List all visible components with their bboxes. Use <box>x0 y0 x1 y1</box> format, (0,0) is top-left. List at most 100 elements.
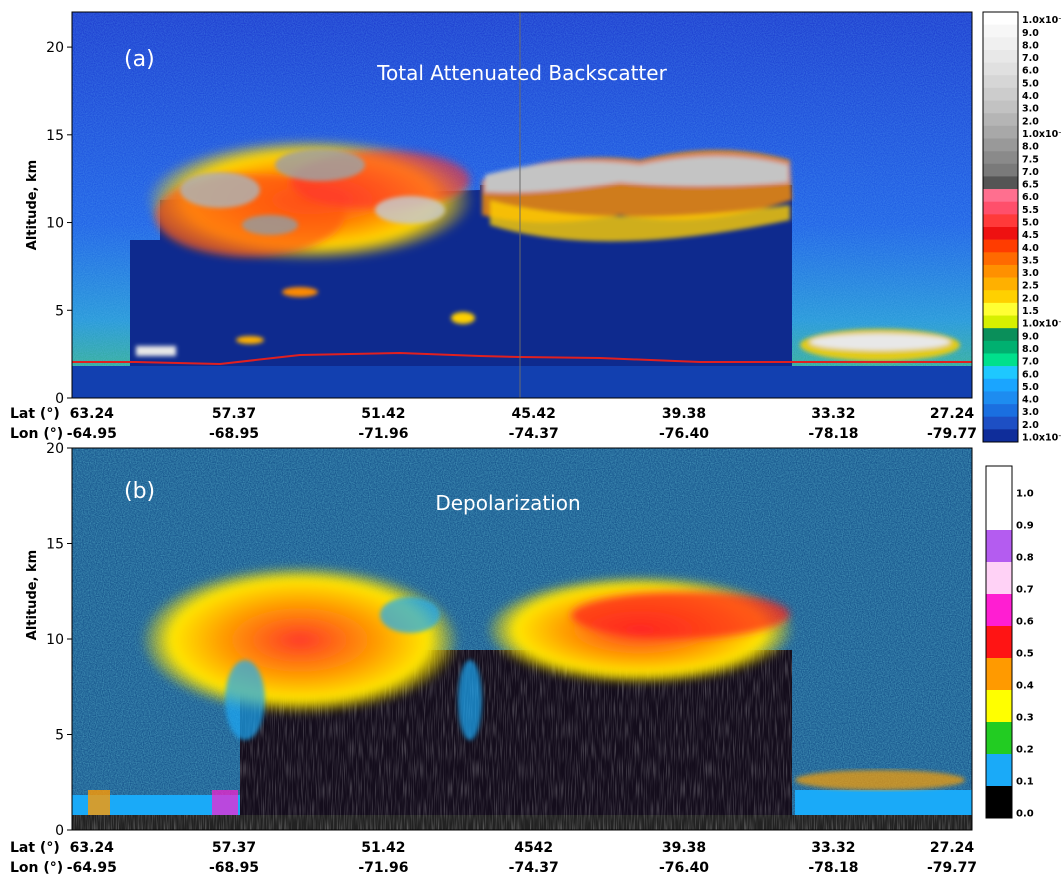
colorbar-label: 2.0 <box>1022 293 1039 304</box>
x-tick-label-lat: 27.24 <box>930 406 975 422</box>
colorbar-frame <box>985 465 1013 819</box>
panel-a-label: (a) <box>124 47 155 72</box>
colorbar-swatch <box>983 239 1018 253</box>
panel-b-colorbar: 1.0 0.9 0.8 0.7 0.6 0.5 0.4 0.3 0.2 0.1 0.0 <box>985 465 1034 820</box>
colorbar-label: 7.5 <box>1022 154 1039 165</box>
x-tick-label-lat: 63.24 <box>70 406 115 422</box>
panel-a-colorbar: 1.0x10⁻¹9.08.07.06.05.04.03.02.01.0x10⁻²… <box>982 11 1061 444</box>
colorbar-swatch <box>983 353 1018 367</box>
y-tick-label: 0 <box>55 391 64 407</box>
colorbar-swatch <box>983 277 1018 291</box>
colorbar-swatch <box>983 24 1018 38</box>
colorbar-label: 0.9 <box>1016 521 1034 532</box>
colorbar-label: 7.0 <box>1022 53 1039 64</box>
colorbar-label: 6.0 <box>1022 66 1039 77</box>
colorbar-label: 1.5 <box>1022 306 1039 317</box>
colorbar-swatch <box>986 626 1012 659</box>
y-tick-label: 5 <box>55 728 64 744</box>
colorbar-label: 9.0 <box>1022 331 1039 342</box>
colorbar-label: 2.0 <box>1022 420 1039 431</box>
colorbar-swatch <box>983 49 1018 63</box>
x-tick-label-lon: -68.95 <box>209 860 259 876</box>
colorbar-label: 3.0 <box>1022 268 1039 279</box>
panel-a-title: Total Attenuated Backscatter <box>376 61 667 85</box>
surface-line <box>72 351 972 366</box>
colorbar-label: 1.0x10⁻³ <box>1022 319 1061 330</box>
colorbar-swatch <box>983 151 1018 165</box>
y-tick-label: 15 <box>46 537 64 553</box>
colorbar-label: 5.5 <box>1022 205 1039 216</box>
colorbar-label: 0.1 <box>1016 777 1034 788</box>
colorbar-swatch <box>986 658 1012 691</box>
colorbar-label: 6.0 <box>1022 192 1039 203</box>
x-tick-label-lat: 63.24 <box>70 840 115 856</box>
colorbar-swatch <box>983 227 1018 240</box>
colorbar-label: 0.3 <box>1016 713 1034 724</box>
colorbar-label: 0.2 <box>1016 745 1034 756</box>
x-tick-label-lon: -78.18 <box>808 426 858 442</box>
colorbar-swatch <box>983 315 1018 329</box>
colorbar-label: 0.0 <box>1016 809 1034 820</box>
colorbar-label: 5.0 <box>1022 78 1039 89</box>
x-tick-label-lon: -76.40 <box>659 426 709 442</box>
colorbar-label: 0.7 <box>1016 585 1034 596</box>
colorbar-label: 2.5 <box>1022 281 1039 292</box>
colorbar-swatch <box>983 378 1018 392</box>
colorbar-swatch <box>983 113 1018 127</box>
x-tick-label-lon: -79.77 <box>927 426 977 442</box>
colorbar-swatch <box>983 138 1018 152</box>
y-tick-label: 0 <box>55 823 64 839</box>
y-tick-label: 20 <box>46 40 64 56</box>
colorbar-swatch <box>983 290 1018 304</box>
colorbar-label: 3.5 <box>1022 255 1039 266</box>
colorbar-swatch <box>983 340 1018 354</box>
colorbar-label: 4.0 <box>1022 395 1039 406</box>
x-tick-label-lat: 33.32 <box>811 406 855 422</box>
colorbar-swatch <box>983 302 1018 316</box>
colorbar-swatch <box>983 429 1018 443</box>
y-tick-label: 20 <box>46 441 64 457</box>
colorbar-swatch <box>983 201 1018 215</box>
x-tick-label-lon: -64.95 <box>67 426 117 442</box>
colorbar-label: 1.0 <box>1016 489 1034 500</box>
x-tick-label-lon: -74.37 <box>509 860 559 876</box>
colorbar-swatch <box>986 530 1012 563</box>
colorbar-swatch <box>983 391 1018 405</box>
colorbar-swatch <box>983 328 1018 342</box>
colorbar-label: 6.0 <box>1022 369 1039 380</box>
colorbar-label: 5.0 <box>1022 218 1039 229</box>
x-tick-label-lat: 39.38 <box>662 840 706 856</box>
colorbar-label: 1.0x10⁻⁴ <box>1022 433 1061 444</box>
colorbar-swatch <box>983 264 1018 278</box>
panel-a-y-ticks: 0 5 10 15 20 <box>46 40 72 407</box>
colorbar-swatch <box>986 786 1012 819</box>
panel-b-x-ticks: 63.24 -64.95 57.37 -68.95 51.42 -71.96 4542 -74… <box>67 840 977 876</box>
panel-a-x-ticks: 63.24 -64.95 57.37 -68.95 51.42 -71.96 45.42 -7… <box>67 406 977 442</box>
colorbar-label: 7.0 <box>1022 357 1039 368</box>
colorbar-swatch <box>983 189 1018 203</box>
x-tick-label-lat: 45.42 <box>512 406 556 422</box>
colorbar-swatch <box>983 62 1018 76</box>
colorbar-swatch <box>983 37 1018 51</box>
colorbar-swatch <box>986 722 1012 755</box>
x-tick-label-lon: -68.95 <box>209 426 259 442</box>
colorbar-swatch <box>983 125 1018 139</box>
panel-a-lon-label: Lon (°) <box>10 426 63 442</box>
colorbar-label: 1.0x10⁻² <box>1022 129 1061 140</box>
y-tick-label: 10 <box>46 632 64 648</box>
colorbar-label: 6.5 <box>1022 180 1039 191</box>
colorbar-label: 2.0 <box>1022 116 1039 127</box>
panel-a-y-axis-label: Altitude, km <box>25 160 40 250</box>
colorbar-label: 9.0 <box>1022 28 1039 39</box>
colorbar-label: 8.0 <box>1022 40 1039 51</box>
x-tick-label-lon: -74.37 <box>509 426 559 442</box>
y-tick-label: 15 <box>46 128 64 144</box>
colorbar-label: 8.0 <box>1022 142 1039 153</box>
colorbar-label: 0.5 <box>1016 649 1034 660</box>
x-tick-label-lat: 51.42 <box>361 406 405 422</box>
panel-a-lat-label: Lat (°) <box>10 406 60 422</box>
colorbar-swatch <box>983 404 1018 418</box>
x-tick-label-lat: 57.37 <box>212 840 256 856</box>
x-tick-label-lon: -78.18 <box>808 860 858 876</box>
